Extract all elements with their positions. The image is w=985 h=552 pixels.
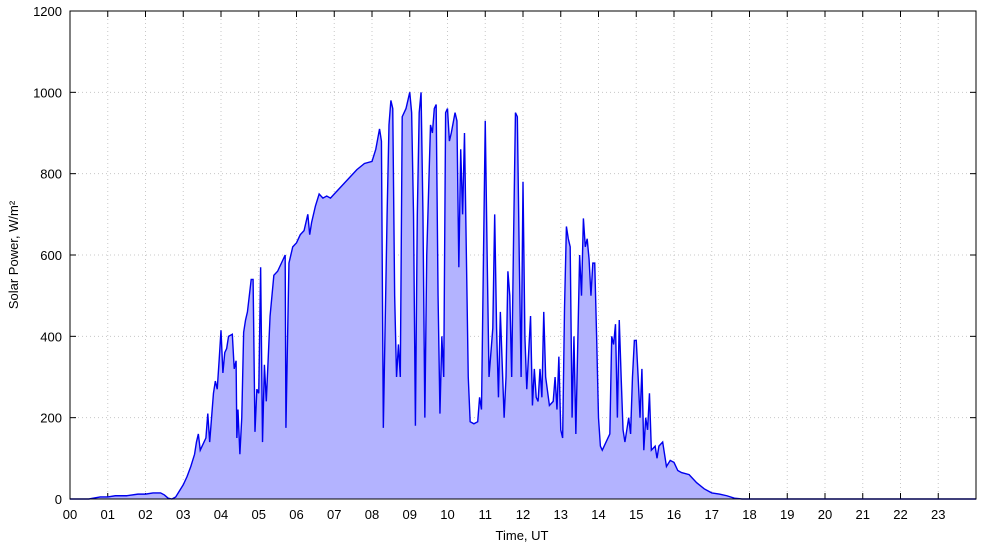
x-tick-label: 17	[705, 507, 719, 522]
y-tick-label: 200	[40, 411, 62, 426]
x-tick-label: 05	[252, 507, 266, 522]
y-tick-label: 400	[40, 329, 62, 344]
x-tick-label: 15	[629, 507, 643, 522]
area	[70, 92, 976, 499]
x-tick-label: 20	[818, 507, 832, 522]
x-tick-label: 03	[176, 507, 190, 522]
plot-frame	[69, 10, 977, 500]
x-tick-label: 10	[440, 507, 454, 522]
x-tick-label: 01	[101, 507, 115, 522]
x-tick-label: 19	[780, 507, 794, 522]
y-tick-label: 0	[55, 492, 62, 507]
x-tick-label: 21	[856, 507, 870, 522]
y-tick-label: 1200	[33, 4, 62, 19]
y-tick-label: 600	[40, 248, 62, 263]
x-tick-label: 12	[516, 507, 530, 522]
y-tick-label: 800	[40, 167, 62, 182]
x-tick-label: 08	[365, 507, 379, 522]
y-axis-label: Solar Power, W/m²	[6, 200, 21, 309]
x-tick-label: 04	[214, 507, 228, 522]
x-tick-label: 02	[138, 507, 152, 522]
x-tick-label: 23	[931, 507, 945, 522]
x-tick-label: 13	[554, 507, 568, 522]
x-tick-label: 07	[327, 507, 341, 522]
line	[70, 92, 976, 500]
y-tick-label: 1000	[33, 85, 62, 100]
x-tick-label: 14	[591, 507, 605, 522]
x-tick-label: 11	[479, 507, 493, 522]
x-tick-label: 00	[63, 507, 77, 522]
x-tick-label: 09	[403, 507, 417, 522]
x-tick-label: 18	[742, 507, 756, 522]
x-tick-label: 16	[667, 507, 681, 522]
x-tick-label: 06	[289, 507, 303, 522]
x-axis-label: Time, UT	[496, 528, 549, 543]
x-tick-label: 22	[893, 507, 907, 522]
